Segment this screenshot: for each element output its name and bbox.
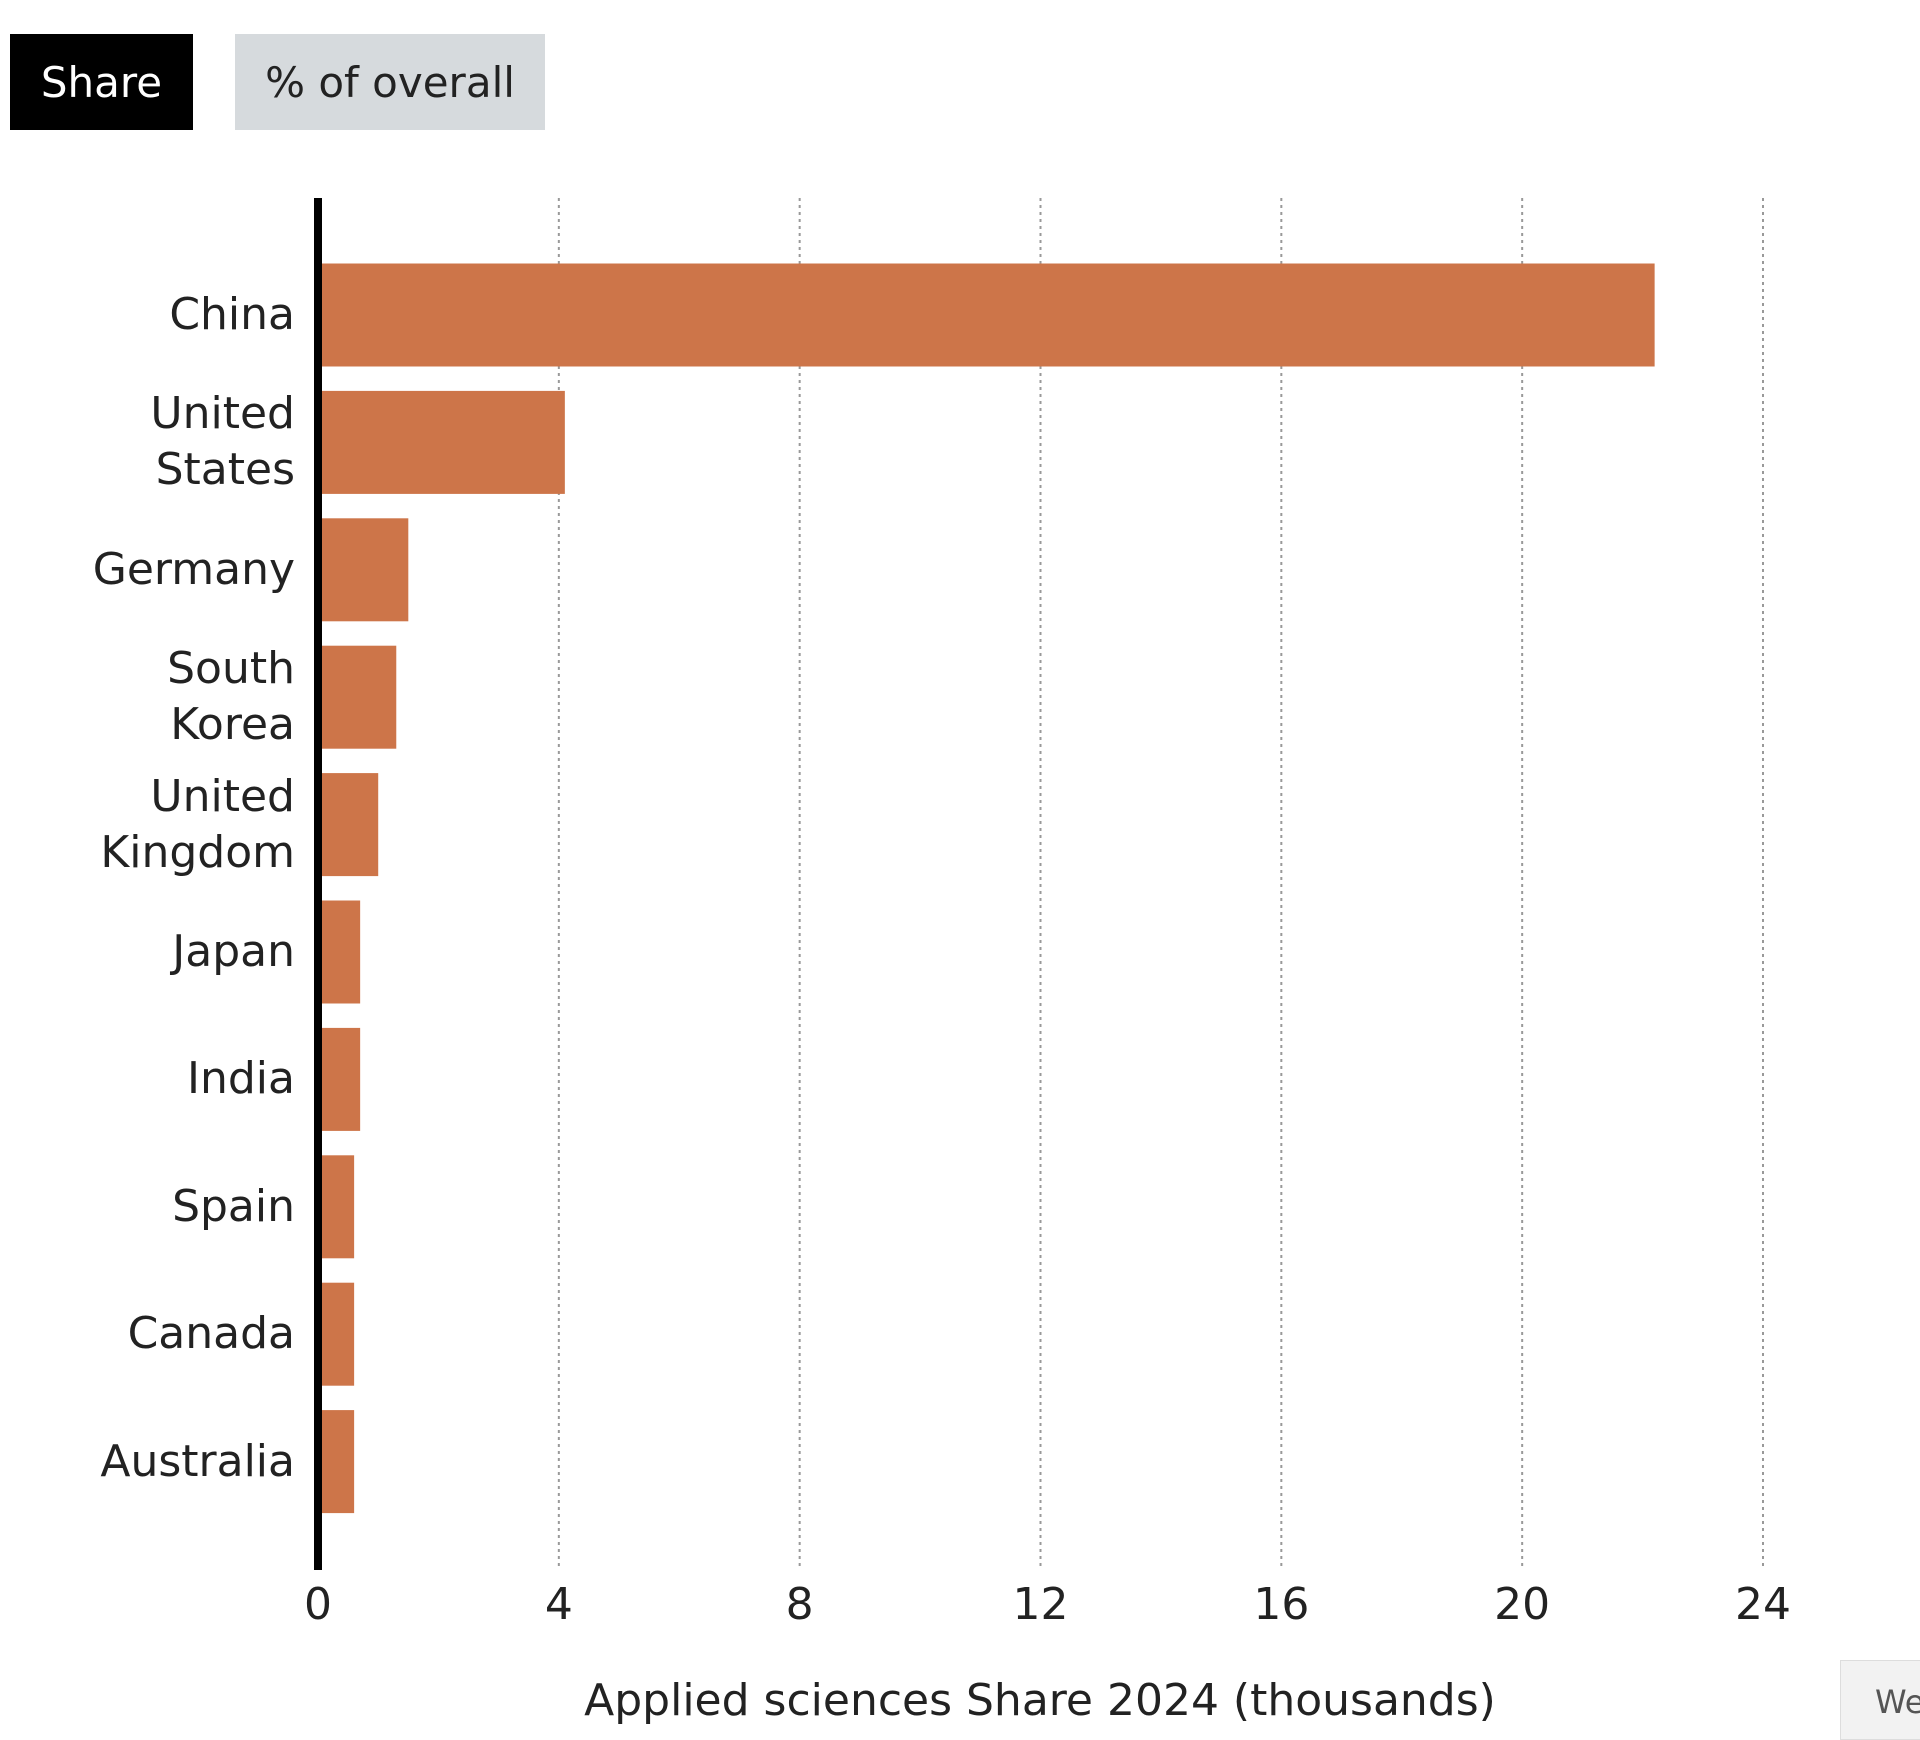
x-tick-label: 12: [1013, 1579, 1069, 1630]
share-button[interactable]: Share: [10, 34, 193, 130]
bar: [318, 900, 361, 1004]
bar: [318, 645, 397, 749]
y-tick-label: South Korea: [167, 643, 295, 751]
x-tick-label: 20: [1494, 1579, 1550, 1630]
bar: [318, 1282, 355, 1386]
x-tick-label: 24: [1735, 1579, 1791, 1630]
y-tick-label: Canada: [127, 1308, 295, 1360]
x-axis-title: Applied sciences Share 2024 (thousands): [584, 1675, 1496, 1726]
y-tick-label: Spain: [172, 1180, 295, 1232]
bar: [318, 518, 409, 622]
y-tick-label: United Kingdom: [100, 770, 295, 878]
x-tick-label: 0: [304, 1579, 332, 1630]
bar: [318, 773, 379, 877]
y-tick-label: Japan: [172, 926, 295, 977]
y-tick-label: Australia: [100, 1435, 295, 1487]
bar: [318, 390, 565, 494]
y-tick-label: India: [187, 1053, 295, 1105]
x-tick-label: 4: [545, 1579, 573, 1630]
bar: [318, 1027, 361, 1131]
x-tick-label: 16: [1253, 1579, 1309, 1630]
percent-button[interactable]: % of overall: [235, 34, 545, 130]
bar: [318, 1155, 355, 1259]
bar: [318, 1410, 355, 1514]
bar: [318, 263, 1655, 367]
y-tick-label: China: [169, 289, 295, 340]
x-tick-label: 8: [786, 1579, 814, 1630]
y-tick-label: United States: [150, 388, 295, 496]
y-tick-label: Germany: [92, 543, 295, 595]
